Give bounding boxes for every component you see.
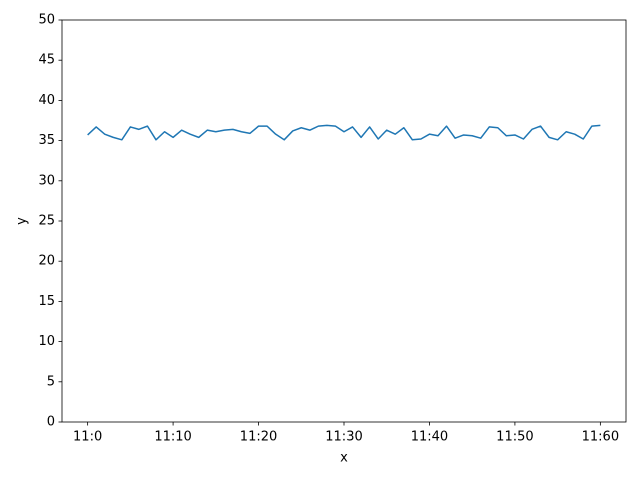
y-tick-label: 50: [38, 13, 55, 28]
y-tick-label: 40: [38, 93, 55, 108]
x-tick-label: 11:50: [496, 430, 533, 445]
x-tick-label: 11:30: [325, 430, 362, 445]
y-axis-label: y: [15, 217, 30, 225]
y-tick-label: 5: [47, 374, 55, 389]
x-tick-label: 11:60: [582, 430, 619, 445]
y-tick-label: 30: [38, 173, 55, 188]
x-axis-label: x: [340, 451, 348, 466]
y-tick-label: 20: [38, 254, 55, 269]
x-tick-label: 11:10: [154, 430, 191, 445]
y-tick-label: 10: [38, 334, 55, 349]
axes-frame: [61, 19, 627, 423]
y-tick-label: 0: [47, 415, 55, 430]
y-tick-label: 15: [38, 294, 55, 309]
x-tick-label: 11:40: [411, 430, 448, 445]
y-tick-label: 25: [38, 214, 55, 229]
x-tick-label: 11:20: [240, 430, 277, 445]
y-tick-label: 45: [38, 53, 55, 68]
data-line: [87, 124, 601, 141]
y-tick-label: 35: [38, 133, 55, 148]
x-tick-label: 11:0: [73, 430, 102, 445]
